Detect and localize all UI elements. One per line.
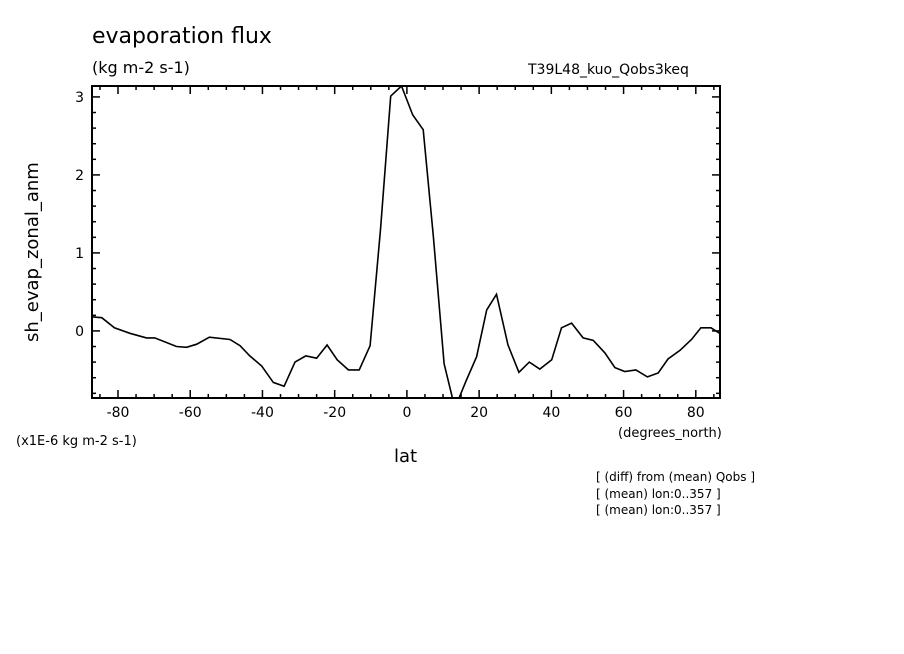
y-tick-label: 3 — [75, 90, 84, 106]
chart-title: evaporation flux — [92, 24, 272, 49]
x-axis-label: lat — [394, 446, 418, 467]
annotation: [ (mean) lon:0..357 ] — [596, 487, 721, 501]
x-tick-label: -80 — [107, 405, 130, 421]
x-tick-label: -20 — [323, 405, 346, 421]
y-scale-label: (x1E-6 kg m-2 s-1) — [16, 434, 137, 449]
y-tick-label: 1 — [75, 246, 84, 262]
chart-units: (kg m-2 s-1) — [92, 58, 190, 77]
x-tick-label: 80 — [687, 405, 705, 421]
y-tick-label: 2 — [75, 168, 84, 184]
x-tick-label: -60 — [179, 405, 202, 421]
x-tick-label: 0 — [402, 405, 411, 421]
run-label: T39L48_kuo_Qobs3keq — [528, 62, 689, 78]
x-tick-label: -40 — [251, 405, 274, 421]
y-tick-label: 0 — [75, 324, 84, 340]
x-tick-label: 20 — [470, 405, 488, 421]
x-tick-label: 40 — [542, 405, 560, 421]
x-axis-units: (degrees_north) — [618, 426, 722, 441]
annotation: [ (mean) lon:0..357 ] — [596, 503, 721, 517]
series-line — [92, 86, 720, 398]
plot-frame — [91, 85, 721, 399]
annotation: [ (diff) from (mean) Qobs ] — [596, 470, 755, 484]
x-tick-label: 60 — [615, 405, 633, 421]
